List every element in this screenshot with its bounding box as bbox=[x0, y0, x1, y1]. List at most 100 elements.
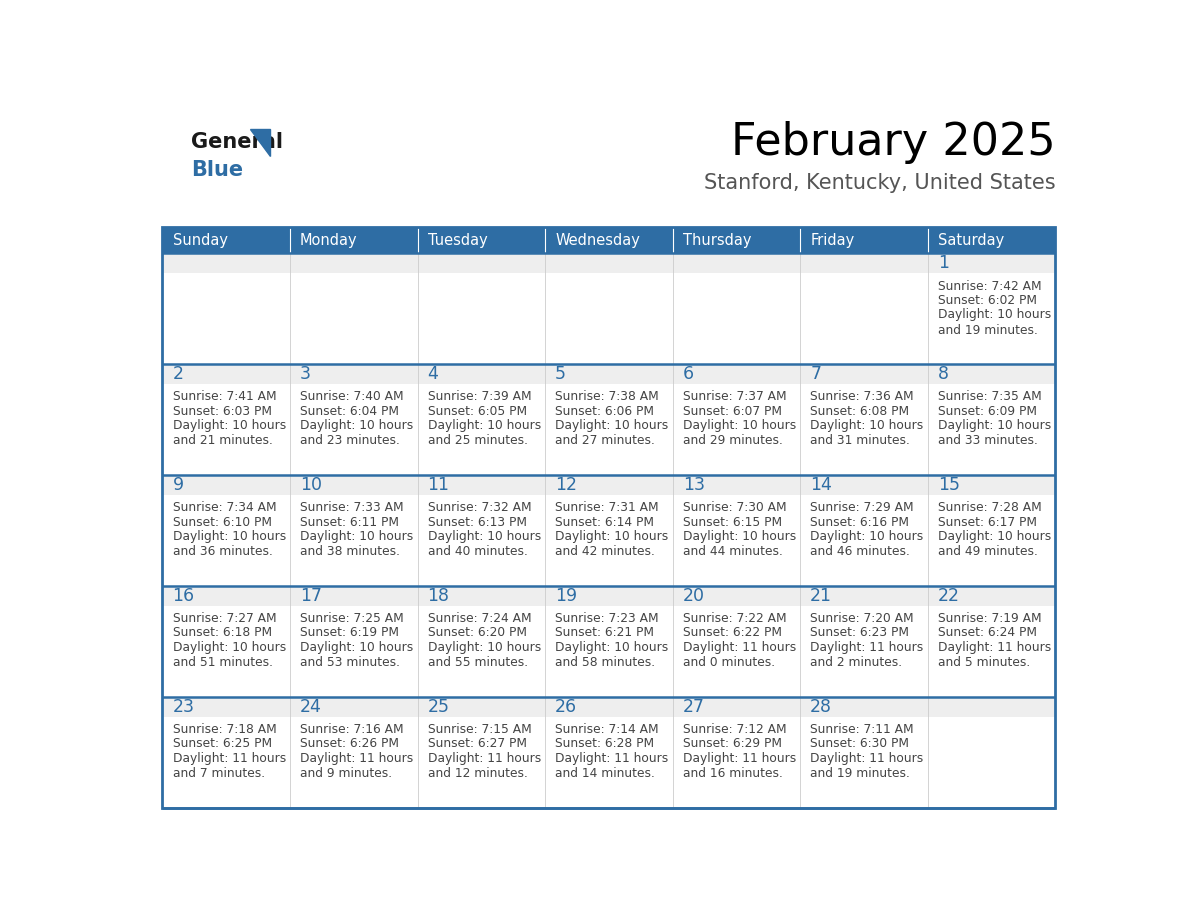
Bar bbox=[163, 586, 290, 697]
Bar bbox=[163, 364, 290, 385]
Bar bbox=[801, 586, 928, 697]
Text: 13: 13 bbox=[683, 476, 704, 494]
Text: Sunrise: 7:30 AM: Sunrise: 7:30 AM bbox=[683, 501, 786, 514]
Text: Daylight: 10 hours
and 44 minutes.: Daylight: 10 hours and 44 minutes. bbox=[683, 530, 796, 558]
Text: Friday: Friday bbox=[810, 233, 854, 248]
Bar bbox=[163, 253, 290, 364]
Text: Sunrise: 7:37 AM: Sunrise: 7:37 AM bbox=[683, 390, 786, 403]
Bar bbox=[545, 364, 672, 476]
Bar bbox=[672, 253, 801, 274]
Bar bbox=[290, 476, 417, 495]
Text: Sunday: Sunday bbox=[172, 233, 228, 248]
Bar bbox=[163, 697, 290, 717]
Text: 2: 2 bbox=[172, 365, 183, 384]
Text: Daylight: 10 hours
and 21 minutes.: Daylight: 10 hours and 21 minutes. bbox=[172, 419, 286, 447]
Bar bbox=[928, 476, 1055, 495]
Bar bbox=[290, 697, 417, 717]
Text: Sunset: 6:24 PM: Sunset: 6:24 PM bbox=[937, 626, 1037, 640]
Text: Saturday: Saturday bbox=[937, 233, 1004, 248]
Text: Sunrise: 7:19 AM: Sunrise: 7:19 AM bbox=[937, 612, 1042, 625]
Text: Sunset: 6:07 PM: Sunset: 6:07 PM bbox=[683, 405, 782, 418]
Text: Thursday: Thursday bbox=[683, 233, 751, 248]
Text: Sunset: 6:18 PM: Sunset: 6:18 PM bbox=[172, 626, 272, 640]
Text: Sunrise: 7:23 AM: Sunrise: 7:23 AM bbox=[555, 612, 659, 625]
Bar bbox=[417, 476, 545, 586]
Bar bbox=[417, 476, 545, 495]
Text: Sunset: 6:06 PM: Sunset: 6:06 PM bbox=[555, 405, 655, 418]
Bar bbox=[928, 227, 1055, 253]
Text: Sunset: 6:16 PM: Sunset: 6:16 PM bbox=[810, 516, 909, 529]
Text: Sunset: 6:13 PM: Sunset: 6:13 PM bbox=[428, 516, 526, 529]
Text: 11: 11 bbox=[428, 476, 449, 494]
Bar bbox=[928, 586, 1055, 697]
Text: Sunrise: 7:18 AM: Sunrise: 7:18 AM bbox=[172, 723, 277, 736]
Bar bbox=[545, 697, 672, 808]
Text: 9: 9 bbox=[172, 476, 184, 494]
Text: Sunrise: 7:39 AM: Sunrise: 7:39 AM bbox=[428, 390, 531, 403]
Text: 23: 23 bbox=[172, 698, 195, 716]
Bar bbox=[801, 586, 928, 606]
Text: Sunset: 6:05 PM: Sunset: 6:05 PM bbox=[428, 405, 526, 418]
Text: Sunrise: 7:29 AM: Sunrise: 7:29 AM bbox=[810, 501, 914, 514]
Text: Daylight: 11 hours
and 19 minutes.: Daylight: 11 hours and 19 minutes. bbox=[810, 752, 923, 780]
Text: Sunset: 6:21 PM: Sunset: 6:21 PM bbox=[555, 626, 655, 640]
Bar bbox=[417, 364, 545, 476]
Bar bbox=[928, 253, 1055, 364]
Text: Sunrise: 7:27 AM: Sunrise: 7:27 AM bbox=[172, 612, 276, 625]
Text: Sunrise: 7:31 AM: Sunrise: 7:31 AM bbox=[555, 501, 659, 514]
Bar bbox=[417, 697, 545, 717]
Text: 8: 8 bbox=[937, 365, 949, 384]
Text: 28: 28 bbox=[810, 698, 833, 716]
Text: Sunrise: 7:38 AM: Sunrise: 7:38 AM bbox=[555, 390, 659, 403]
Bar bbox=[672, 697, 801, 808]
Bar bbox=[545, 253, 672, 274]
Bar bbox=[928, 364, 1055, 385]
Bar bbox=[290, 586, 417, 606]
Bar bbox=[417, 253, 545, 364]
Text: 26: 26 bbox=[555, 698, 577, 716]
Text: Daylight: 10 hours
and 38 minutes.: Daylight: 10 hours and 38 minutes. bbox=[301, 530, 413, 558]
Text: Daylight: 11 hours
and 0 minutes.: Daylight: 11 hours and 0 minutes. bbox=[683, 641, 796, 669]
Text: Daylight: 11 hours
and 12 minutes.: Daylight: 11 hours and 12 minutes. bbox=[428, 752, 541, 780]
Bar bbox=[928, 364, 1055, 476]
Text: 21: 21 bbox=[810, 587, 833, 605]
Text: Daylight: 10 hours
and 29 minutes.: Daylight: 10 hours and 29 minutes. bbox=[683, 419, 796, 447]
Bar bbox=[801, 364, 928, 476]
Bar bbox=[290, 227, 417, 253]
Text: 10: 10 bbox=[301, 476, 322, 494]
Text: February 2025: February 2025 bbox=[731, 121, 1055, 164]
Text: Daylight: 10 hours
and 58 minutes.: Daylight: 10 hours and 58 minutes. bbox=[555, 641, 669, 669]
Text: Daylight: 10 hours
and 25 minutes.: Daylight: 10 hours and 25 minutes. bbox=[428, 419, 541, 447]
Bar bbox=[163, 227, 1055, 808]
Text: 5: 5 bbox=[555, 365, 567, 384]
Bar bbox=[163, 586, 290, 606]
Text: Sunset: 6:30 PM: Sunset: 6:30 PM bbox=[810, 737, 909, 750]
Text: Sunset: 6:17 PM: Sunset: 6:17 PM bbox=[937, 516, 1037, 529]
Text: Sunrise: 7:42 AM: Sunrise: 7:42 AM bbox=[937, 280, 1042, 293]
Bar bbox=[672, 364, 801, 385]
Bar bbox=[928, 476, 1055, 586]
Text: 24: 24 bbox=[301, 698, 322, 716]
Text: Sunset: 6:23 PM: Sunset: 6:23 PM bbox=[810, 626, 909, 640]
Bar bbox=[163, 476, 290, 495]
Text: Daylight: 10 hours
and 36 minutes.: Daylight: 10 hours and 36 minutes. bbox=[172, 530, 286, 558]
Text: Daylight: 11 hours
and 7 minutes.: Daylight: 11 hours and 7 minutes. bbox=[172, 752, 286, 780]
Text: Daylight: 10 hours
and 31 minutes.: Daylight: 10 hours and 31 minutes. bbox=[810, 419, 923, 447]
Bar bbox=[290, 364, 417, 385]
Bar bbox=[163, 364, 290, 476]
Text: 14: 14 bbox=[810, 476, 832, 494]
Bar bbox=[417, 586, 545, 606]
Text: General: General bbox=[191, 132, 283, 152]
Text: Sunset: 6:27 PM: Sunset: 6:27 PM bbox=[428, 737, 526, 750]
Text: 17: 17 bbox=[301, 587, 322, 605]
Text: 22: 22 bbox=[937, 587, 960, 605]
Bar bbox=[672, 476, 801, 495]
Text: Daylight: 11 hours
and 14 minutes.: Daylight: 11 hours and 14 minutes. bbox=[555, 752, 669, 780]
Text: Sunset: 6:26 PM: Sunset: 6:26 PM bbox=[301, 737, 399, 750]
Bar bbox=[163, 697, 290, 808]
Bar bbox=[801, 253, 928, 364]
Bar bbox=[545, 586, 672, 697]
Text: 20: 20 bbox=[683, 587, 704, 605]
Bar bbox=[801, 697, 928, 808]
Text: Sunrise: 7:20 AM: Sunrise: 7:20 AM bbox=[810, 612, 914, 625]
